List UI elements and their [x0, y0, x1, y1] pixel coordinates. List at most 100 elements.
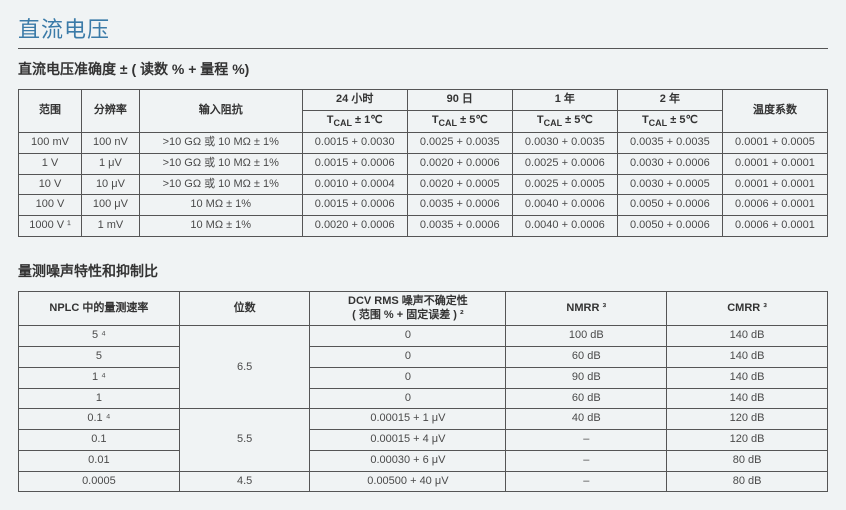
cell-nmrr: 60 dB	[506, 388, 667, 409]
th-90d-l2: TCAL ± 5℃	[407, 110, 512, 132]
cell-nmrr: –	[506, 430, 667, 451]
cell-y2: 0.0030 + 0.0005	[617, 174, 722, 195]
cell-imp: >10 GΩ 或 10 MΩ ± 1%	[139, 133, 302, 154]
cell-cmrr: 80 dB	[667, 471, 828, 492]
th-1y-l1: 1 年	[512, 90, 617, 111]
cell-nmrr: 60 dB	[506, 347, 667, 368]
table-row: 1000 V ¹1 mV10 MΩ ± 1%0.0020 + 0.00060.0…	[19, 216, 828, 237]
cell-digits: 4.5	[179, 471, 310, 492]
cell-range: 10 V	[19, 174, 82, 195]
cell-nmrr: 90 dB	[506, 367, 667, 388]
cell-nplc: 0.1	[19, 430, 180, 451]
cell-res: 100 μV	[82, 195, 140, 216]
cell-nplc: 0.1 ⁴	[19, 409, 180, 430]
cell-imp: 10 MΩ ± 1%	[139, 216, 302, 237]
table-row: 0.1 ⁴5.50.00015 + 1 μV40 dB120 dB	[19, 409, 828, 430]
cell-h24: 0.0015 + 0.0030	[302, 133, 407, 154]
cell-nplc: 0.0005	[19, 471, 180, 492]
cell-noise: 0.00030 + 6 μV	[310, 450, 506, 471]
th-nmrr: NMRR ³	[506, 291, 667, 326]
cell-tc: 0.0001 + 0.0005	[722, 133, 827, 154]
table-row: 1 ⁴ 090 dB140 dB	[19, 367, 828, 388]
cell-nplc: 5	[19, 347, 180, 368]
th-2y-l2: TCAL ± 5℃	[617, 110, 722, 132]
table-row: 5 060 dB140 dB	[19, 347, 828, 368]
th-digits: 位数	[179, 291, 310, 326]
cell-nplc: 1 ⁴	[19, 367, 180, 388]
cell-y2: 0.0035 + 0.0035	[617, 133, 722, 154]
table-row: 10 V10 μV>10 GΩ 或 10 MΩ ± 1%0.0010 + 0.0…	[19, 174, 828, 195]
cell-res: 100 nV	[82, 133, 140, 154]
th-90d-l1: 90 日	[407, 90, 512, 111]
cell-cmrr: 140 dB	[667, 326, 828, 347]
cell-imp: >10 GΩ 或 10 MΩ ± 1%	[139, 174, 302, 195]
th-nplc: NPLC 中的量测速率	[19, 291, 180, 326]
th-1y-l2: TCAL ± 5℃	[512, 110, 617, 132]
th-noise: DCV RMS 噪声不确定性( 范围 % + 固定误差 ) ²	[310, 291, 506, 326]
cell-y2: 0.0030 + 0.0006	[617, 153, 722, 174]
cell-y1: 0.0040 + 0.0006	[512, 216, 617, 237]
section1-title: 直流电压准确度 ± ( 读数 % + 量程 %)	[18, 59, 828, 79]
th-24h-l2: TCAL ± 1℃	[302, 110, 407, 132]
cell-res: 1 μV	[82, 153, 140, 174]
th-range: 范围	[19, 90, 82, 133]
cell-range: 100 V	[19, 195, 82, 216]
cell-d90: 0.0035 + 0.0006	[407, 216, 512, 237]
cell-cmrr: 140 dB	[667, 367, 828, 388]
table-row: 0.010.00030 + 6 μV–80 dB	[19, 450, 828, 471]
cell-nmrr: –	[506, 471, 667, 492]
cell-cmrr: 140 dB	[667, 388, 828, 409]
cell-noise: 0	[310, 347, 506, 368]
table-row: 1 060 dB140 dB	[19, 388, 828, 409]
cell-imp: 10 MΩ ± 1%	[139, 195, 302, 216]
table-row: 100 mV100 nV>10 GΩ 或 10 MΩ ± 1%0.0015 + …	[19, 133, 828, 154]
cell-noise: 0.00015 + 4 μV	[310, 430, 506, 451]
cell-y1: 0.0025 + 0.0005	[512, 174, 617, 195]
cell-noise: 0.00015 + 1 μV	[310, 409, 506, 430]
cell-y1: 0.0025 + 0.0006	[512, 153, 617, 174]
cell-digits: 6.5	[179, 326, 310, 409]
table-row: 0.00054.50.00500 + 40 μV–80 dB	[19, 471, 828, 492]
cell-noise: 0	[310, 326, 506, 347]
th-resolution: 分辨率	[82, 90, 140, 133]
title-separator	[18, 48, 828, 49]
cell-h24: 0.0010 + 0.0004	[302, 174, 407, 195]
cell-nmrr: –	[506, 450, 667, 471]
cell-noise: 0	[310, 388, 506, 409]
section2-title: 量测噪声特性和抑制比	[18, 261, 828, 281]
cell-tc: 0.0006 + 0.0001	[722, 195, 827, 216]
cell-imp: >10 GΩ 或 10 MΩ ± 1%	[139, 153, 302, 174]
cell-d90: 0.0020 + 0.0005	[407, 174, 512, 195]
cell-tc: 0.0001 + 0.0001	[722, 174, 827, 195]
cell-y1: 0.0040 + 0.0006	[512, 195, 617, 216]
cell-noise: 0	[310, 367, 506, 388]
cell-h24: 0.0020 + 0.0006	[302, 216, 407, 237]
th-cmrr: CMRR ³	[667, 291, 828, 326]
cell-nmrr: 100 dB	[506, 326, 667, 347]
accuracy-table: 范围 分辨率 输入阻抗 24 小时 90 日 1 年 2 年 温度系数 TCAL…	[18, 89, 828, 237]
cell-cmrr: 120 dB	[667, 409, 828, 430]
table-row: 5 ⁴6.50100 dB140 dB	[19, 326, 828, 347]
cell-nplc: 5 ⁴	[19, 326, 180, 347]
th-tempco: 温度系数	[722, 90, 827, 133]
cell-nplc: 1	[19, 388, 180, 409]
cell-res: 1 mV	[82, 216, 140, 237]
cell-h24: 0.0015 + 0.0006	[302, 195, 407, 216]
cell-cmrr: 80 dB	[667, 450, 828, 471]
cell-h24: 0.0015 + 0.0006	[302, 153, 407, 174]
main-title: 直流电压	[18, 12, 828, 44]
th-impedance: 输入阻抗	[139, 90, 302, 133]
th-24h-l1: 24 小时	[302, 90, 407, 111]
cell-noise: 0.00500 + 40 μV	[310, 471, 506, 492]
cell-range: 1 V	[19, 153, 82, 174]
th-2y-l1: 2 年	[617, 90, 722, 111]
cell-d90: 0.0020 + 0.0006	[407, 153, 512, 174]
cell-cmrr: 140 dB	[667, 347, 828, 368]
noise-table: NPLC 中的量测速率 位数 DCV RMS 噪声不确定性( 范围 % + 固定…	[18, 291, 828, 493]
cell-tc: 0.0006 + 0.0001	[722, 216, 827, 237]
cell-range: 1000 V ¹	[19, 216, 82, 237]
cell-digits: 5.5	[179, 409, 310, 471]
cell-res: 10 μV	[82, 174, 140, 195]
cell-y2: 0.0050 + 0.0006	[617, 216, 722, 237]
cell-tc: 0.0001 + 0.0001	[722, 153, 827, 174]
